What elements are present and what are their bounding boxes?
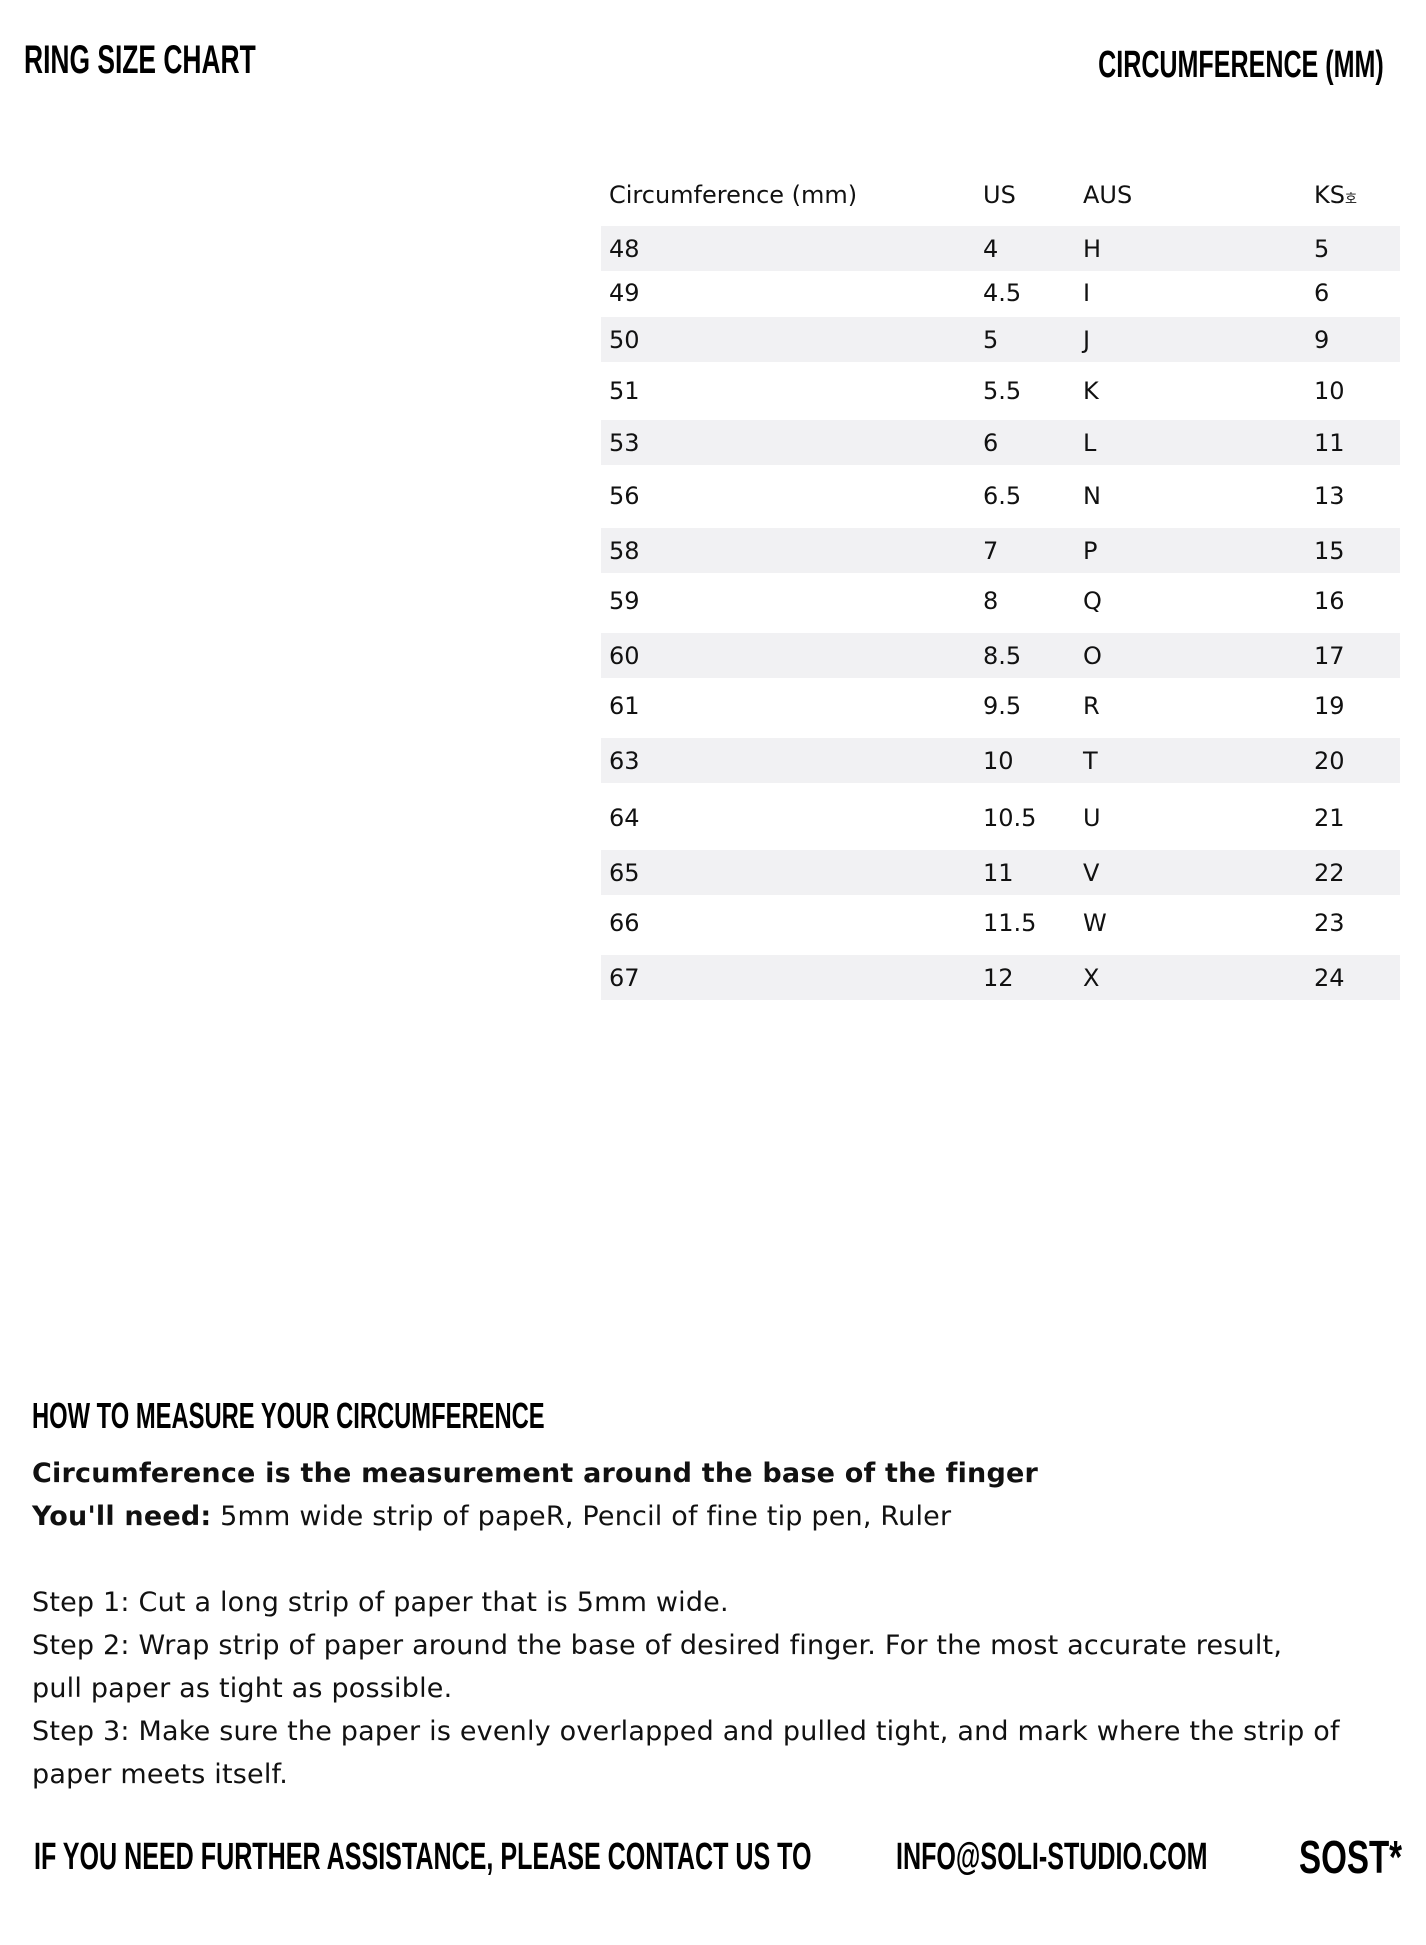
- cell-us: 4: [983, 234, 999, 263]
- cell-us: 8: [983, 586, 999, 615]
- header-ks: KS호: [1314, 181, 1357, 209]
- cell-circumference: 63: [609, 746, 640, 775]
- cell-ks: 5: [1314, 234, 1330, 263]
- cell-ks: 6: [1314, 278, 1330, 307]
- cell-us: 11.5: [983, 908, 1037, 937]
- cell-aus: T: [1083, 746, 1098, 775]
- table-row: 58 7 P 15: [601, 528, 1400, 573]
- cell-circumference: 56: [609, 481, 640, 510]
- cell-circumference: 59: [609, 586, 640, 615]
- cell-us: 6: [983, 428, 999, 457]
- cell-aus: R: [1083, 691, 1100, 720]
- brand-logo: SOST*: [1299, 1831, 1403, 1883]
- header-ks-suffix: 호: [1344, 191, 1357, 207]
- needs-text: 5mm wide strip of papeR, Pencil of fine …: [211, 1501, 952, 1532]
- cell-aus: O: [1083, 641, 1102, 670]
- cell-us: 11: [983, 858, 1014, 887]
- cell-aus: Q: [1083, 586, 1102, 615]
- header-circumference: Circumference (mm): [609, 180, 858, 209]
- cell-circumference: 65: [609, 858, 640, 887]
- table-row: 49 4.5 I 6: [601, 270, 1400, 315]
- howto-heading: HOW TO MEASURE YOUR CIRCUMFERENCE: [32, 1395, 545, 1436]
- table-row: 64 10.5 U 21: [601, 795, 1400, 840]
- cell-circumference: 58: [609, 536, 640, 565]
- needs-label: You'll need:: [32, 1501, 212, 1532]
- cell-us: 4.5: [983, 278, 1022, 307]
- cell-ks: 10: [1314, 376, 1345, 405]
- table-row: 51 5.5 K 10: [601, 368, 1400, 413]
- cell-us: 10.5: [983, 803, 1037, 832]
- cell-aus: K: [1083, 376, 1099, 405]
- cell-ks: 22: [1314, 858, 1345, 887]
- cell-aus: J: [1083, 325, 1091, 354]
- table-row: 67 12 X 24: [601, 955, 1400, 1000]
- cell-aus: H: [1083, 234, 1102, 263]
- cell-ks: 19: [1314, 691, 1345, 720]
- step-line: pull paper as tight as possible.: [32, 1673, 453, 1704]
- cell-ks: 23: [1314, 908, 1345, 937]
- step-line: paper meets itself.: [32, 1759, 289, 1790]
- page-subtitle: CIRCUMFERENCE (MM): [1098, 44, 1384, 86]
- cell-ks: 15: [1314, 536, 1345, 565]
- table-row: 56 6.5 N 13: [601, 473, 1400, 518]
- table-row: 61 9.5 R 19: [601, 683, 1400, 728]
- cell-circumference: 67: [609, 963, 640, 992]
- table-row: 59 8 Q 16: [601, 578, 1400, 623]
- table-row: 65 11 V 22: [601, 850, 1400, 895]
- cell-aus: W: [1083, 908, 1107, 937]
- cell-aus: L: [1083, 428, 1097, 457]
- cell-circumference: 64: [609, 803, 640, 832]
- cell-aus: X: [1083, 963, 1100, 992]
- cell-aus: P: [1083, 536, 1098, 565]
- cell-aus: U: [1083, 803, 1101, 832]
- contact-text: IF YOU NEED FURTHER ASSISTANCE, PLEASE C…: [34, 1836, 812, 1878]
- table-row: 60 8.5 O 17: [601, 633, 1400, 678]
- cell-us: 10: [983, 746, 1014, 775]
- cell-circumference: 60: [609, 641, 640, 670]
- step-line: Step 2: Wrap strip of paper around the b…: [32, 1630, 1283, 1661]
- header-ks-label: KS: [1314, 180, 1345, 209]
- header-us: US: [983, 180, 1016, 209]
- cell-ks: 20: [1314, 746, 1345, 775]
- cell-us: 7: [983, 536, 999, 565]
- cell-us: 5.5: [983, 376, 1022, 405]
- cell-circumference: 48: [609, 234, 640, 263]
- step-line: Step 3: Make sure the paper is evenly ov…: [32, 1716, 1340, 1747]
- cell-ks: 13: [1314, 481, 1345, 510]
- needs-line: You'll need: 5mm wide strip of papeR, Pe…: [32, 1501, 951, 1532]
- cell-aus: N: [1083, 481, 1101, 510]
- table-header: Circumference (mm) US AUS KS호: [601, 172, 1400, 217]
- cell-ks: 21: [1314, 803, 1345, 832]
- table-row: 63 10 T 20: [601, 738, 1400, 783]
- cell-circumference: 50: [609, 325, 640, 354]
- cell-aus: I: [1083, 278, 1091, 307]
- cell-aus: V: [1083, 858, 1100, 887]
- step-line: Step 1: Cut a long strip of paper that i…: [32, 1587, 729, 1618]
- cell-circumference: 53: [609, 428, 640, 457]
- cell-us: 9.5: [983, 691, 1022, 720]
- definition-text: Circumference is the measurement around …: [32, 1458, 1039, 1489]
- cell-ks: 11: [1314, 428, 1345, 457]
- cell-us: 5: [983, 325, 999, 354]
- cell-ks: 24: [1314, 963, 1345, 992]
- table-row: 50 5 J 9: [601, 317, 1400, 362]
- cell-circumference: 61: [609, 691, 640, 720]
- contact-email[interactable]: INFO@SOLI-STUDIO.COM: [896, 1836, 1208, 1878]
- cell-us: 8.5: [983, 641, 1022, 670]
- cell-circumference: 66: [609, 908, 640, 937]
- header-aus: AUS: [1083, 180, 1133, 209]
- table-row: 66 11.5 W 23: [601, 900, 1400, 945]
- cell-ks: 17: [1314, 641, 1345, 670]
- cell-us: 6.5: [983, 481, 1022, 510]
- page-title: RING SIZE CHART: [24, 38, 256, 82]
- cell-circumference: 49: [609, 278, 640, 307]
- cell-us: 12: [983, 963, 1014, 992]
- cell-ks: 9: [1314, 325, 1330, 354]
- cell-circumference: 51: [609, 376, 640, 405]
- cell-ks: 16: [1314, 586, 1345, 615]
- table-row: 53 6 L 11: [601, 420, 1400, 465]
- table-row: 48 4 H 5: [601, 226, 1400, 271]
